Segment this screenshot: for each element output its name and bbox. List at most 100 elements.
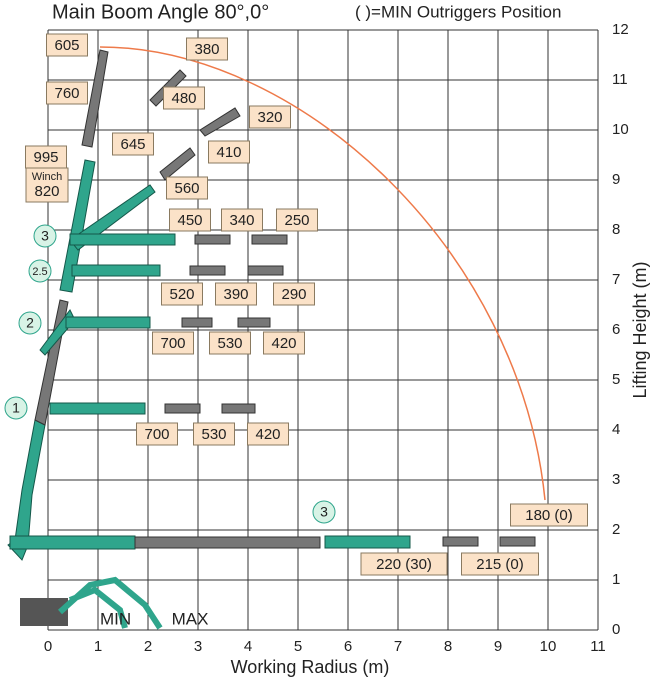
- load-box: [215, 282, 257, 306]
- load-box: [169, 208, 211, 232]
- y-tick-label: 4: [612, 421, 620, 438]
- boom-angle-gray: [199, 107, 241, 137]
- boom-h-gray: [134, 536, 321, 549]
- stage-label: 1: [12, 400, 20, 416]
- load-label: 480: [171, 90, 196, 107]
- stage-label: 3: [320, 504, 328, 520]
- boom-h: [71, 264, 161, 277]
- load-box: [193, 422, 235, 446]
- x-tick-label: 6: [344, 638, 352, 655]
- load-box: [360, 552, 448, 576]
- load-box: [112, 132, 154, 156]
- outrigger-label: MAX: [172, 609, 209, 628]
- x-axis-label: Working Radius (m): [231, 657, 390, 677]
- boom-h-gray: [221, 403, 256, 414]
- boom-h: [69, 233, 176, 246]
- load-box: [276, 208, 318, 232]
- load-label: 180 (0): [525, 507, 573, 524]
- load-label: 320: [257, 109, 282, 126]
- y-axis-label: Lifting Height (m): [630, 261, 650, 398]
- load-label: 450: [177, 212, 202, 229]
- x-tick-label: 3: [194, 638, 202, 655]
- labels: 605 380 760 480 320 645 410 995 560 450 340 250 520 3…: [4, 33, 588, 576]
- y-tick-label: 5: [612, 371, 620, 388]
- boom-h: [324, 535, 411, 549]
- stage-label: 2: [26, 315, 34, 331]
- load-box: [46, 33, 88, 57]
- y-tick-label: 9: [612, 171, 620, 188]
- boom-h-gray: [194, 234, 231, 245]
- x-tick-label: 9: [494, 638, 502, 655]
- stage-label: 3: [41, 228, 49, 244]
- y-tick-label: 6: [612, 321, 620, 338]
- load-label: 605: [54, 37, 79, 54]
- title: Main Boom Angle 80°,0°: [52, 1, 269, 23]
- load-box: [136, 422, 178, 446]
- load-label: 520: [169, 286, 194, 303]
- outrigger-label: MIN: [100, 609, 131, 628]
- load-box: [247, 422, 289, 446]
- x-tick-label: 10: [540, 638, 557, 655]
- y-tick-label: 11: [612, 71, 628, 88]
- y-tick-label: 7: [612, 271, 620, 288]
- boom-h: [49, 402, 146, 415]
- boom-h: [65, 316, 151, 329]
- stage-circle: [4, 396, 28, 420]
- load-box: [461, 552, 539, 576]
- boom-high: [59, 159, 96, 293]
- load-label: 410: [216, 144, 241, 161]
- load-box: [273, 282, 315, 306]
- load-box: [208, 140, 250, 164]
- load-box: [163, 86, 205, 110]
- stage-circle: [18, 311, 42, 335]
- boom-angle-gray: [159, 147, 196, 181]
- y-tick-label: 0: [612, 621, 620, 638]
- boom-top: [81, 49, 109, 148]
- load-box: [249, 105, 291, 129]
- x-tick-label: 1: [94, 638, 102, 655]
- load-label: 700: [144, 426, 169, 443]
- y-tick-label: 1: [612, 571, 620, 588]
- y-tick-label: 3: [612, 471, 620, 488]
- outrigger: [57, 576, 163, 630]
- load-label: 700: [160, 335, 185, 352]
- load-label: 995: [33, 149, 58, 166]
- load-label: 220 (30): [376, 556, 432, 573]
- x-tick-label: 4: [244, 638, 252, 655]
- load-box: [263, 331, 305, 355]
- load-box: [209, 331, 251, 355]
- x-tick-label: 2: [144, 638, 152, 655]
- boom-h-gray: [189, 265, 226, 276]
- boom-h: [9, 535, 136, 550]
- y-tick-label: 8: [612, 221, 620, 238]
- x-tick-label: 8: [444, 638, 452, 655]
- load-label: 420: [255, 426, 280, 443]
- stage-circle: [28, 259, 52, 283]
- load-label: 530: [201, 426, 226, 443]
- load-box: [161, 282, 203, 306]
- boom-h-gray: [247, 265, 284, 276]
- winch-load: 820: [34, 183, 59, 200]
- load-label: 760: [54, 85, 79, 102]
- load-label: 560: [174, 180, 199, 197]
- load-box: [152, 331, 194, 355]
- x-tick-label: 5: [294, 638, 302, 655]
- column: [14, 419, 46, 546]
- winch-caption: Winch: [32, 171, 63, 183]
- boom-h-gray: [181, 317, 213, 328]
- y-tick-label: 10: [612, 121, 629, 138]
- boom-h-gray: [442, 536, 479, 547]
- note: ( )=MIN Outriggers Position: [355, 2, 561, 21]
- load-label: 390: [223, 286, 248, 303]
- boom-h-gray: [164, 403, 201, 414]
- load-box: [221, 208, 263, 232]
- load-label: 645: [120, 136, 145, 153]
- load-label: 420: [271, 335, 296, 352]
- load-label: 290: [281, 286, 306, 303]
- stage-circle: [33, 224, 57, 248]
- load-label: 380: [194, 41, 219, 58]
- stage-circle: [312, 500, 336, 524]
- winch-box: [25, 167, 69, 203]
- crane: [7, 46, 546, 630]
